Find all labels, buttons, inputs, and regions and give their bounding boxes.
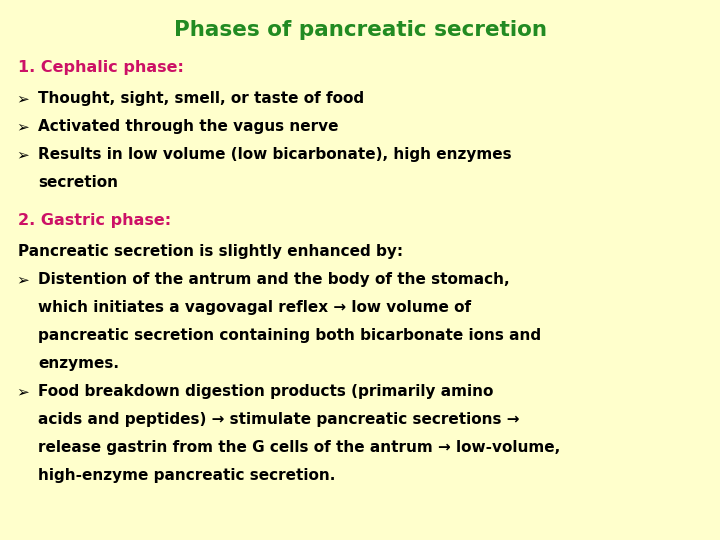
Text: pancreatic secretion containing both bicarbonate ions and: pancreatic secretion containing both bic… xyxy=(38,328,541,343)
Text: high-enzyme pancreatic secretion.: high-enzyme pancreatic secretion. xyxy=(38,468,336,483)
Text: acids and peptides) → stimulate pancreatic secretions →: acids and peptides) → stimulate pancreat… xyxy=(38,412,520,427)
Text: Results in low volume (low bicarbonate), high enzymes: Results in low volume (low bicarbonate),… xyxy=(38,147,512,162)
Text: ➢: ➢ xyxy=(16,272,29,287)
Text: ➢: ➢ xyxy=(16,384,29,399)
Text: Activated through the vagus nerve: Activated through the vagus nerve xyxy=(38,119,338,134)
Text: ➢: ➢ xyxy=(16,91,29,106)
Text: Pancreatic secretion is slightly enhanced by:: Pancreatic secretion is slightly enhance… xyxy=(18,244,403,259)
Text: release gastrin from the G cells of the antrum → low-volume,: release gastrin from the G cells of the … xyxy=(38,440,560,455)
Text: 1. Cephalic phase:: 1. Cephalic phase: xyxy=(18,60,184,75)
Text: ➢: ➢ xyxy=(16,119,29,134)
Text: enzymes.: enzymes. xyxy=(38,356,119,371)
Text: which initiates a vagovagal reflex → low volume of: which initiates a vagovagal reflex → low… xyxy=(38,300,471,315)
Text: ➢: ➢ xyxy=(16,147,29,162)
Text: Phases of pancreatic secretion: Phases of pancreatic secretion xyxy=(174,20,546,40)
Text: secretion: secretion xyxy=(38,175,118,190)
Text: Distention of the antrum and the body of the stomach,: Distention of the antrum and the body of… xyxy=(38,272,510,287)
Text: Food breakdown digestion products (primarily amino: Food breakdown digestion products (prima… xyxy=(38,384,493,399)
Text: 2. Gastric phase:: 2. Gastric phase: xyxy=(18,213,171,228)
Text: Thought, sight, smell, or taste of food: Thought, sight, smell, or taste of food xyxy=(38,91,364,106)
